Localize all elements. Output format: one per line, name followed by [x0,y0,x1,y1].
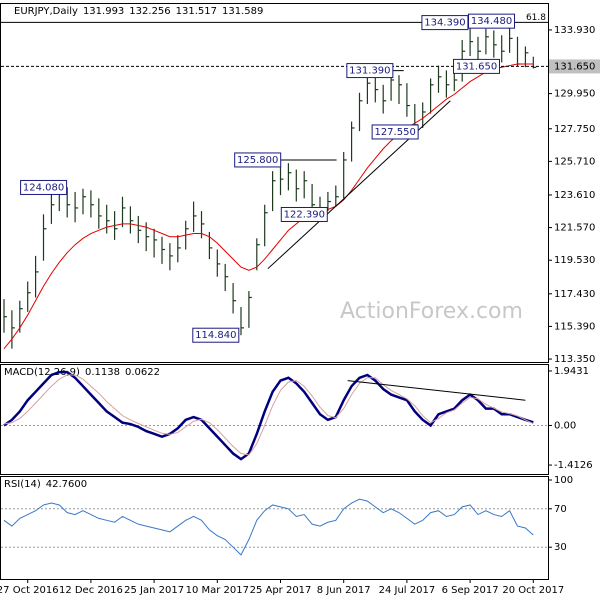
watermark: ActionForex.com [340,299,523,324]
header-value: 131.993 [83,6,124,17]
y-tick-label: 117.430 [554,289,595,300]
pane-header: RSI(14) 42.7600 [4,479,87,490]
header-title: EURJPY,Daily [14,6,78,17]
y-tick-label: -1.4126 [554,460,593,471]
x-tick-label: 25 Jan 2017 [124,585,184,596]
x-tick-label: 6 Sep 2017 [442,585,499,596]
y-tick-label: 123.610 [554,190,595,201]
y-tick-label: 1.9431 [554,366,589,377]
series-line [3,374,534,456]
trend-line [267,100,451,270]
annotation-box [280,206,328,222]
y-tick-label: 125.710 [554,156,595,167]
annotation-label: 131.650 [456,61,497,72]
annotation-box [453,58,501,74]
y-tick-label: 133.930 [554,25,595,36]
header-title: MACD(12,26,9) [4,367,80,378]
header-value: 42.7600 [46,479,87,490]
y-tick-label: 70 [554,504,567,515]
annotation-label: 134.480 [471,16,512,27]
header-value: 132.256 [129,6,170,17]
x-tick-label: 24 Jul 2017 [379,585,436,596]
annotation-box [346,63,394,79]
y-tick-label: 115.390 [554,321,595,332]
y-tick-label: 0.00 [554,420,576,431]
series-line [3,370,534,461]
annotation-label: 127.550 [374,127,415,138]
y-tick-label: 119.530 [554,255,595,266]
annotation-box [371,124,419,140]
x-tick-label: 12 Dec 2016 [59,585,123,596]
x-tick-label: 20 Oct 2017 [502,585,564,596]
annotation-box [20,179,68,195]
series-line [3,63,534,349]
y-tick-label: 113.350 [554,354,595,365]
header-value: 131.517 [176,6,217,17]
x-tick-label: 8 Jun 2017 [317,585,371,596]
header-title: RSI(14) [4,479,41,490]
annotation-box [192,327,240,343]
x-tick-label: 25 Apr 2017 [250,585,312,596]
annotation-box [421,15,469,31]
annotation-label: 122.390 [284,209,325,220]
y-tick-label: 121.570 [554,223,595,234]
x-tick-label: 10 Mar 2017 [186,585,249,596]
annotation-box [468,13,516,29]
pane-header: MACD(12,26,9) 0.1138 0.0622 [4,367,160,378]
pane-frame [0,476,549,580]
annotation-label: 124.080 [23,182,64,193]
level-label: 61.8 [526,13,546,23]
trend-line [347,380,526,401]
x-tick-label: 27 Oct 2016 [0,585,59,596]
header-value: 0.1138 [85,367,120,378]
annotation-label: 114.840 [195,330,236,341]
y-tick-label: 30 [554,542,567,553]
annotation-label: 131.390 [349,66,390,77]
annotation-box [234,152,282,168]
annotation-label: 125.800 [237,155,278,166]
current-price-label: 131.650 [554,61,595,72]
y-tick-label: 127.750 [554,124,595,135]
pane-header: EURJPY,Daily 131.993 132.256 131.517 131.589 [14,6,263,17]
header-value: 131.589 [222,6,263,17]
pane-frame [0,364,549,475]
current-price-tag [549,59,600,74]
y-tick-label: 129.950 [554,89,595,100]
series-line [3,498,534,556]
annotation-label: 134.390 [424,18,465,29]
y-tick-label: 100 [554,475,573,486]
header-value: 0.0622 [125,367,160,378]
pane-frame [0,3,549,363]
